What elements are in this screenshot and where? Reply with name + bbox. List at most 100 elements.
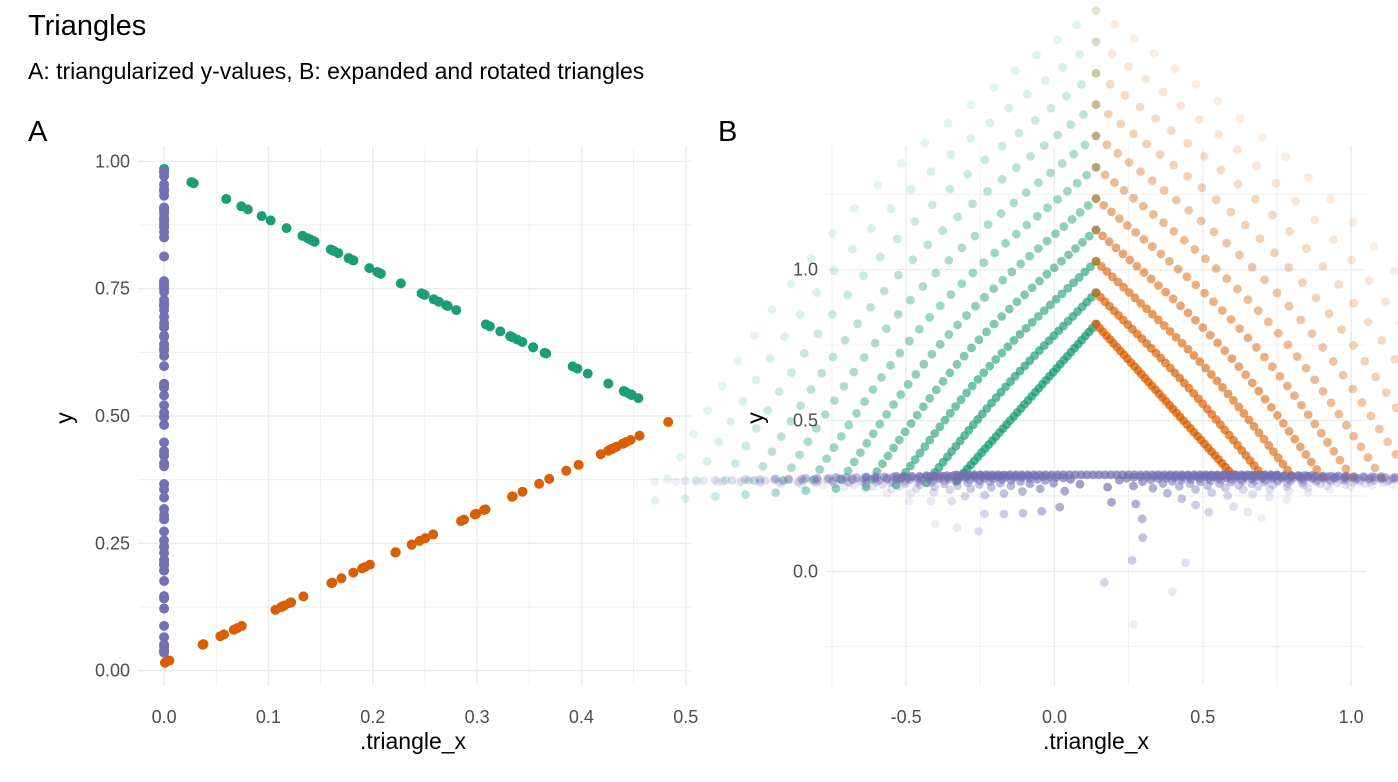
data-point (1340, 472, 1350, 482)
data-point (626, 389, 637, 400)
data-point (1323, 437, 1332, 447)
data-point (1388, 473, 1398, 483)
data-point (1025, 479, 1035, 489)
data-point (1286, 472, 1295, 482)
data-point (1147, 242, 1157, 251)
data-point (1299, 480, 1309, 490)
data-point (1049, 478, 1058, 488)
data-point (1272, 410, 1282, 420)
data-point (159, 380, 170, 391)
data-point (946, 290, 956, 299)
data-point (926, 496, 936, 506)
data-point (1078, 237, 1087, 247)
data-point (1156, 249, 1166, 259)
data-point (1363, 317, 1373, 327)
data-point (1091, 100, 1101, 109)
data-point (1100, 170, 1110, 180)
data-point (1141, 74, 1150, 84)
data-point (1342, 474, 1352, 483)
data-point (774, 387, 784, 397)
data-point (1316, 479, 1325, 489)
data-point (1252, 161, 1262, 171)
data-point (859, 271, 868, 281)
data-point (793, 478, 802, 488)
data-point (720, 475, 730, 485)
data-point (849, 367, 859, 377)
data-point (1059, 222, 1069, 231)
data-point (784, 475, 794, 485)
data-point (1257, 513, 1266, 523)
data-point (986, 483, 996, 492)
data-point (1183, 138, 1192, 148)
data-point (919, 359, 929, 369)
data-point (1129, 34, 1139, 44)
data-point (903, 380, 913, 389)
data-point (714, 437, 724, 447)
data-point (1035, 276, 1044, 286)
data-point (1007, 267, 1017, 277)
data-point (911, 369, 921, 379)
panel-b-x-label: .triangle_x (1043, 728, 1150, 754)
data-point (1232, 145, 1242, 155)
data-point (1226, 207, 1236, 217)
data-point (1021, 188, 1031, 197)
data-point (982, 327, 991, 337)
data-point (159, 321, 170, 332)
data-point (1158, 479, 1168, 488)
data-point (1366, 477, 1376, 487)
data-point (1032, 50, 1041, 60)
data-point (186, 177, 197, 188)
data-point (1211, 264, 1221, 273)
data-point (964, 475, 974, 485)
data-point (848, 475, 858, 485)
data-point (1139, 268, 1149, 277)
data-point (1185, 479, 1195, 488)
data-point (906, 419, 916, 428)
data-point (763, 405, 772, 415)
data-point (1195, 474, 1205, 484)
data-point (1374, 424, 1384, 434)
data-point (1058, 62, 1068, 72)
data-point (952, 360, 962, 369)
data-point (1349, 298, 1359, 308)
data-point (797, 474, 806, 484)
data-point (912, 484, 921, 493)
data-point (1051, 294, 1061, 304)
data-point (159, 281, 170, 292)
data-point (940, 479, 949, 489)
data-point (1039, 306, 1049, 316)
data-point (813, 475, 823, 485)
data-point (1360, 479, 1369, 489)
data-point (760, 476, 770, 486)
data-point (1365, 473, 1375, 483)
data-point (1355, 476, 1365, 486)
data-point (159, 227, 170, 238)
panel-b-y-label: y (742, 412, 768, 424)
data-point (1191, 79, 1201, 89)
data-point (1329, 473, 1339, 482)
data-point (1191, 500, 1200, 510)
data-point (680, 476, 690, 486)
data-point (979, 368, 989, 378)
data-point (985, 361, 995, 371)
data-point (1284, 426, 1294, 436)
data-point (1074, 272, 1084, 282)
data-point (944, 474, 954, 484)
data-point (878, 459, 887, 469)
data-point (888, 472, 898, 482)
data-point (895, 481, 904, 491)
data-point (767, 305, 777, 315)
data-point (966, 484, 976, 494)
data-point (918, 282, 928, 291)
data-point (784, 474, 793, 484)
data-point (414, 535, 425, 546)
data-point (1131, 227, 1141, 237)
data-point (1122, 473, 1132, 483)
data-point (1130, 293, 1140, 303)
y-tick-label: 0.50 (95, 406, 130, 426)
data-point (702, 456, 712, 466)
data-point (812, 423, 821, 433)
data-point (517, 486, 528, 497)
data-point (336, 573, 347, 584)
data-point (1142, 304, 1151, 314)
